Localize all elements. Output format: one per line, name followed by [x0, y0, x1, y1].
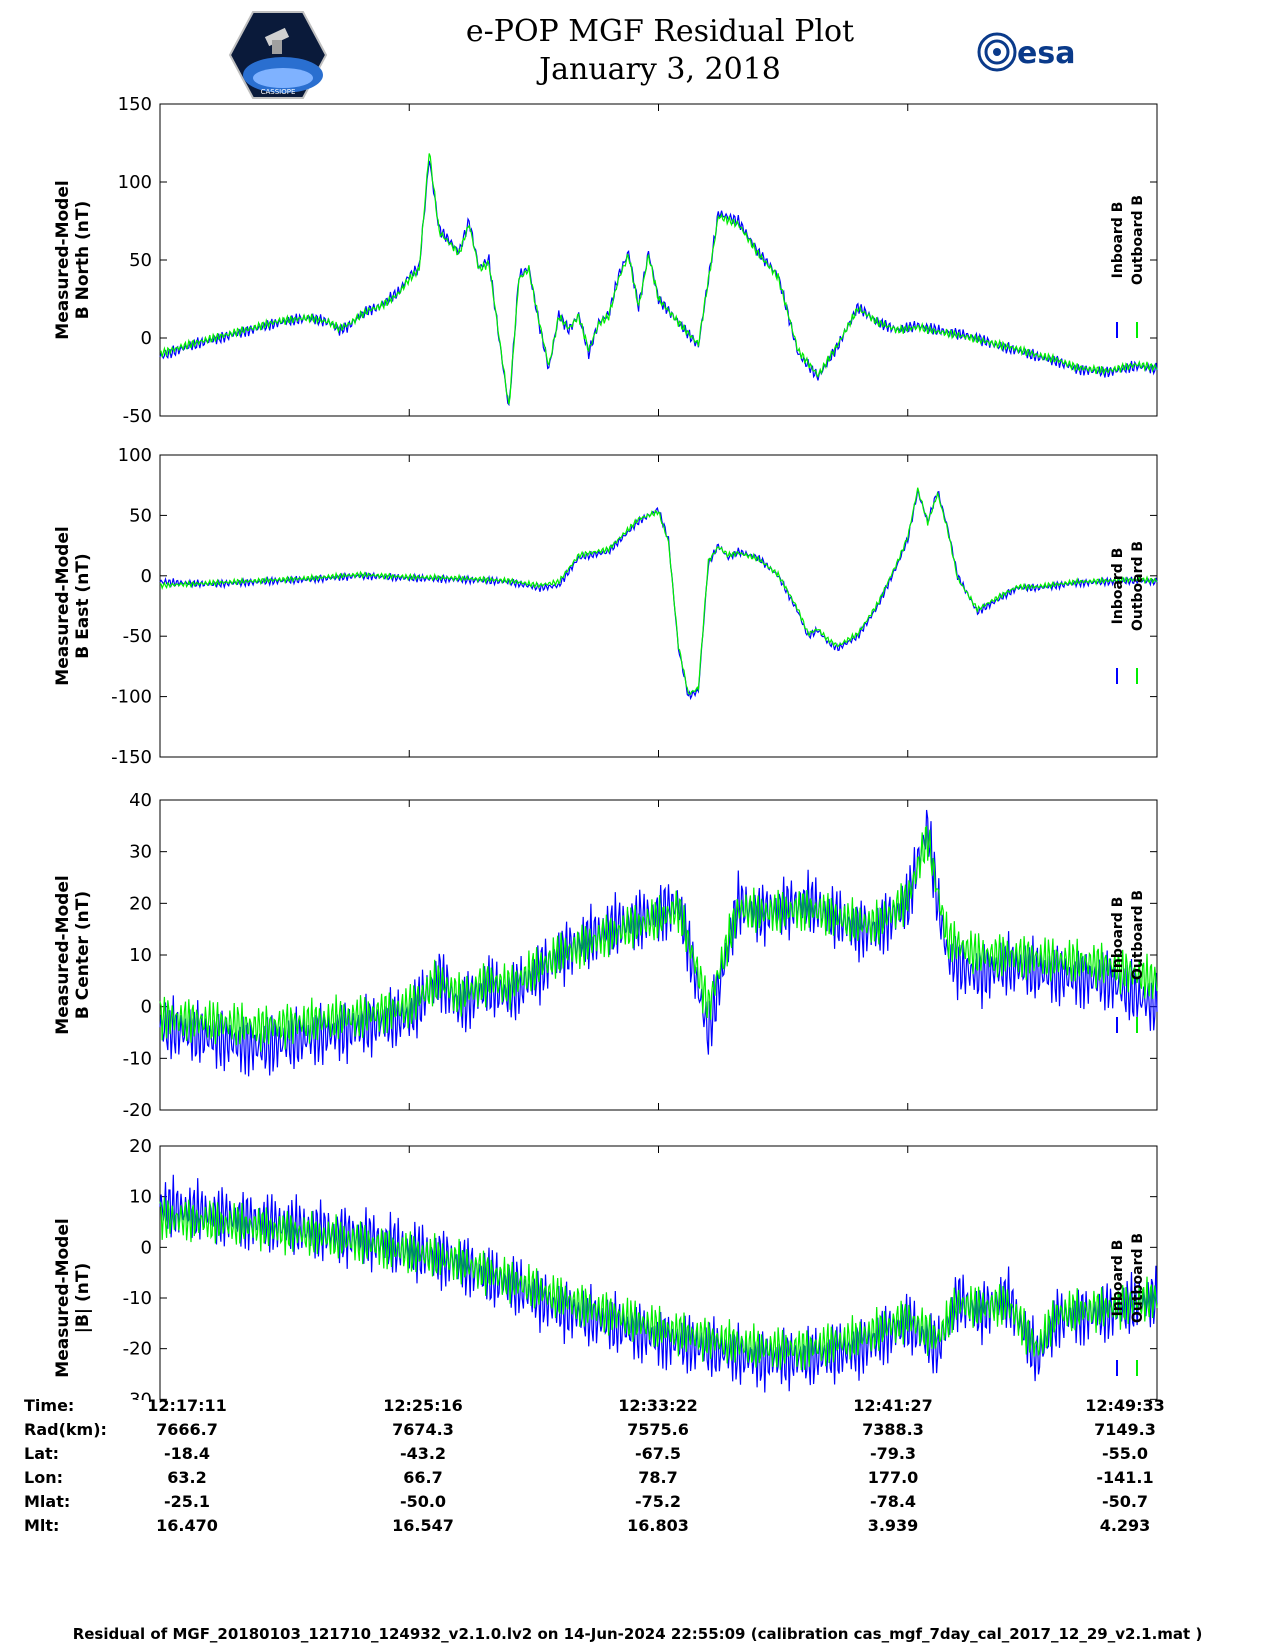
series-line-outboard-b [159, 825, 1158, 1052]
y-axis-label-line: Measured-Model [53, 180, 73, 339]
y-axis-label-line: B East (nT) [73, 553, 93, 658]
cassiope-logo-text: CASSIOPE [261, 88, 296, 96]
legend-label: Inboard B [1110, 897, 1126, 974]
ephemeris-value: 7674.3 [392, 1420, 454, 1439]
y-tick-label: 150 [118, 94, 152, 115]
ephemeris-row-label: Lat: [24, 1444, 60, 1463]
y-tick-label: 0 [141, 328, 152, 349]
y-tick-label: -20 [123, 1339, 152, 1360]
y-tick-label: 0 [141, 997, 152, 1018]
ephemeris-value: -43.2 [399, 1444, 447, 1463]
y-axis-label-line: B North (nT) [73, 201, 93, 320]
y-axis-label: Measured-ModelB Center (nT) [53, 875, 93, 1034]
legend-label: Outboard B [1130, 195, 1146, 285]
y-tick-label: 0 [141, 566, 152, 587]
ephemeris-row-label: Time: [24, 1396, 75, 1415]
ephemeris-value: 12:17:11 [147, 1396, 227, 1415]
ephemeris-value: 7149.3 [1094, 1420, 1156, 1439]
legend-label: Outboard B [1130, 890, 1146, 980]
legend-label: Inboard B [1110, 1240, 1126, 1317]
y-axis-label-line: Measured-Model [53, 875, 73, 1034]
y-tick-label: 30 [129, 842, 152, 863]
ephemeris-value: 78.7 [638, 1468, 678, 1487]
chart-title-line1: e-POP MGF Residual Plot [465, 14, 855, 49]
series-line-outboard-b [159, 1197, 1158, 1371]
footer-caption: Residual of MGF_20180103_121710_124932_v… [72, 1625, 1203, 1643]
legend-label: Inboard B [1110, 548, 1126, 625]
ephemeris-value: 66.7 [403, 1468, 443, 1487]
plot-frame-1 [159, 454, 1158, 758]
ephemeris-value: -75.2 [634, 1492, 682, 1511]
chart-title-line2: January 3, 2018 [539, 52, 781, 87]
y-tick-label: 20 [129, 1136, 152, 1157]
esa-logo-text: esa [1017, 36, 1075, 71]
ephemeris-value: 16.470 [156, 1516, 218, 1535]
y-axis-label-line: |B| (nT) [73, 1263, 93, 1334]
ephemeris-value: 12:33:22 [618, 1396, 698, 1415]
ephemeris-row-label: Lon: [24, 1468, 63, 1487]
y-tick-label: -20 [123, 1100, 152, 1121]
series-line-inboard-b [159, 1174, 1158, 1393]
ephemeris-value: -67.5 [634, 1444, 682, 1463]
y-tick-label: -30 [123, 1389, 152, 1400]
y-axis-label: Measured-ModelB East (nT) [53, 526, 93, 685]
y-axis-label-line: Measured-Model [53, 1218, 73, 1377]
y-axis-label-line: Measured-Model [53, 526, 73, 685]
series-line-inboard-b [159, 160, 1158, 407]
y-tick-label: -50 [123, 406, 152, 427]
y-tick-label: 40 [129, 790, 152, 811]
ephemeris-value: 7575.6 [627, 1420, 689, 1439]
ephemeris-value: -55.0 [1101, 1444, 1149, 1463]
series-line-outboard-b [159, 153, 1158, 405]
ephemeris-value: 7388.3 [862, 1420, 924, 1439]
ephemeris-value: 3.939 [867, 1516, 919, 1535]
ephemeris-value: 63.2 [167, 1468, 207, 1487]
y-tick-label: 100 [118, 172, 152, 193]
y-tick-label: 50 [129, 505, 152, 526]
y-tick-label: 0 [141, 1237, 152, 1258]
ephemeris-value: 12:49:33 [1085, 1396, 1165, 1415]
series-line-outboard-b [159, 487, 1158, 695]
legend-label: Inboard B [1110, 202, 1126, 279]
y-tick-label: 10 [129, 1187, 152, 1208]
ephemeris-value: -79.3 [869, 1444, 917, 1463]
esa-logo: esa [977, 32, 1075, 72]
series-line-inboard-b [159, 809, 1158, 1077]
ephemeris-value: 16.547 [392, 1516, 454, 1535]
y-tick-label: -10 [123, 1288, 152, 1309]
ephemeris-value: -78.4 [869, 1492, 917, 1511]
plot-frame-0 [159, 103, 1158, 417]
ephemeris-value: -25.1 [163, 1492, 211, 1511]
y-tick-label: 20 [129, 893, 152, 914]
legend-label: Outboard B [1130, 1233, 1146, 1323]
ephemeris-value: -141.1 [1096, 1468, 1154, 1487]
ephemeris-value: 12:25:16 [383, 1396, 463, 1415]
y-tick-label: 100 [118, 445, 152, 466]
y-axis-label: Measured-ModelB North (nT) [53, 180, 93, 339]
ephemeris-row-label: Mlt: [24, 1516, 60, 1535]
legend-label: Outboard B [1130, 541, 1146, 631]
ephemeris-row-label: Rad(km): [24, 1420, 107, 1439]
series-line-inboard-b [159, 489, 1158, 701]
ephemeris-value: -18.4 [163, 1444, 211, 1463]
cassiope-logo: CASSIOPE [228, 11, 328, 99]
y-tick-label: -100 [111, 687, 152, 708]
y-tick-label: 50 [129, 250, 152, 271]
ephemeris-value: 12:41:27 [853, 1396, 933, 1415]
ephemeris-value: 16.803 [627, 1516, 689, 1535]
y-axis-label: Measured-Model|B| (nT) [53, 1218, 93, 1377]
y-tick-label: -50 [123, 626, 152, 647]
y-axis-label-line: B Center (nT) [73, 891, 93, 1019]
ephemeris-value: -50.7 [1101, 1492, 1149, 1511]
ephemeris-value: 7666.7 [156, 1420, 218, 1439]
ephemeris-row-label: Mlat: [24, 1492, 71, 1511]
ephemeris-value: -50.0 [399, 1492, 447, 1511]
ephemeris-value: 4.293 [1099, 1516, 1151, 1535]
ephemeris-value: 177.0 [867, 1468, 919, 1487]
y-tick-label: -10 [123, 1048, 152, 1069]
y-tick-label: -150 [111, 747, 152, 768]
y-tick-label: 10 [129, 945, 152, 966]
